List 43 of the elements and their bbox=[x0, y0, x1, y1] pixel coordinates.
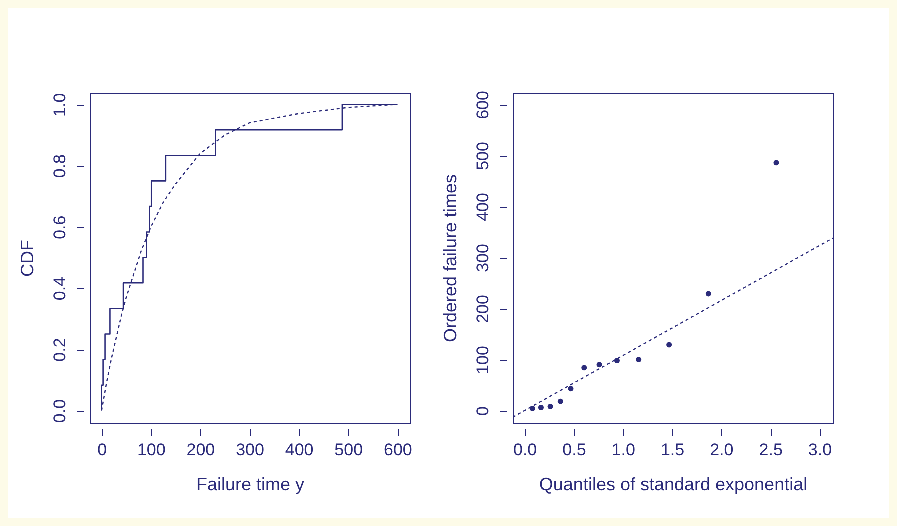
x-tick-label: 600 bbox=[384, 440, 412, 460]
x-tick-label: 300 bbox=[236, 440, 264, 460]
y-tick-label: 0 bbox=[474, 406, 492, 416]
x-tick-label: 0 bbox=[98, 440, 108, 460]
x-axis-title: Failure time y bbox=[196, 474, 305, 494]
x-tick-label: 200 bbox=[186, 440, 216, 460]
y-tick-label: 200 bbox=[474, 295, 492, 324]
x-tick-label: 500 bbox=[334, 440, 364, 460]
point bbox=[706, 291, 712, 297]
x-axis-title: Quantiles of standard exponential bbox=[539, 474, 808, 494]
point bbox=[614, 358, 620, 364]
y-tick-label: 0.6 bbox=[50, 216, 70, 240]
x-tick-label: 100 bbox=[137, 440, 166, 460]
y-tick-label: 100 bbox=[474, 346, 492, 374]
x-tick-label: 3.0 bbox=[808, 440, 832, 460]
y-tick-label: 500 bbox=[474, 142, 492, 170]
point bbox=[774, 160, 780, 166]
y-tick-label: 0.4 bbox=[50, 276, 70, 301]
point bbox=[636, 357, 642, 362]
y-axis-title: CDF bbox=[18, 240, 38, 277]
point bbox=[558, 398, 564, 404]
point bbox=[582, 365, 588, 371]
x-tick-label: 0.0 bbox=[513, 440, 538, 460]
y-tick-label: 0.8 bbox=[50, 154, 70, 178]
point bbox=[530, 406, 536, 412]
point bbox=[538, 404, 544, 410]
x-tick-label: 1.0 bbox=[612, 440, 636, 460]
x-tick-label: 2.0 bbox=[710, 440, 734, 460]
y-tick-label: 600 bbox=[474, 91, 492, 120]
y-axis-title: Ordered failure times bbox=[440, 174, 460, 343]
x-tick-label: 2.5 bbox=[759, 440, 783, 460]
x-tick-label: 0.5 bbox=[562, 440, 586, 460]
y-tick-label: 0.0 bbox=[50, 399, 70, 424]
y-tick-label: 300 bbox=[474, 244, 492, 272]
x-tick-label: 400 bbox=[285, 440, 314, 460]
point bbox=[568, 386, 574, 392]
y-tick-label: 400 bbox=[474, 193, 492, 222]
point bbox=[596, 362, 602, 368]
y-tick-label: 1.0 bbox=[50, 93, 70, 117]
point bbox=[666, 342, 672, 348]
point bbox=[548, 404, 554, 410]
y-tick-label: 0.2 bbox=[50, 338, 70, 362]
x-tick-label: 1.5 bbox=[660, 440, 685, 460]
